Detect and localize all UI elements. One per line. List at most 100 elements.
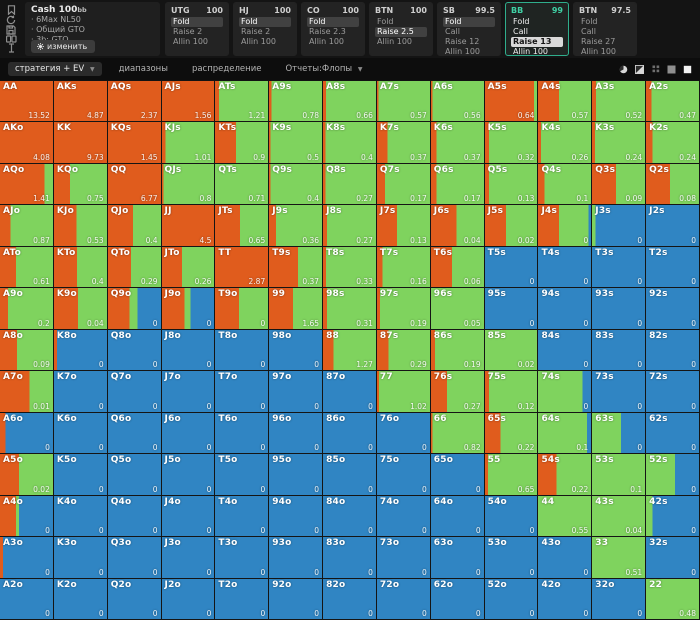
grid-cell-T9o[interactable]: T9o 0 [215, 288, 270, 330]
action-fold[interactable]: Fold [443, 17, 495, 27]
grid-cell-99[interactable]: 99 1.65 [269, 288, 324, 330]
grid-cell-Q8o[interactable]: Q8o 0 [107, 329, 162, 372]
position-panel-co-100[interactable]: CO 100 Fold Raise 2.3 Allin 100 [301, 2, 365, 56]
grid-cell-AKo[interactable]: AKo 4.08 [0, 122, 54, 164]
diagonal-square-icon[interactable] [635, 64, 644, 74]
grid-cell-Q9o[interactable]: Q9o 0 [107, 288, 162, 330]
grid-cell-Q6s[interactable]: Q6s 0.17 [430, 163, 485, 206]
grid-cell-55[interactable]: 55 0.65 [484, 454, 539, 496]
grid-cell-ATs[interactable]: ATs 1.21 [215, 81, 270, 123]
grid-cell-K2o[interactable]: K2o 0 [53, 578, 108, 620]
grid-cell-A2o[interactable]: A2o 0 [0, 578, 54, 620]
grid-cell-87o[interactable]: 87o 0 [323, 371, 377, 413]
grid-cell-T5o[interactable]: T5o 0 [215, 454, 270, 496]
grid-cell-KQs[interactable]: KQs 1.45 [107, 122, 162, 164]
grid-cell-T2s[interactable]: T2s 0 [646, 246, 700, 289]
grid-cell-Q5o[interactable]: Q5o 0 [107, 454, 162, 496]
grid-cell-T9s[interactable]: T9s 0.37 [269, 246, 324, 289]
pie-icon[interactable] [619, 65, 628, 74]
grid-cell-T7s[interactable]: T7s 0.16 [376, 246, 431, 289]
action-raise-2[interactable]: Raise 2 [241, 27, 271, 36]
grid-cell-QQ[interactable]: QQ 6.77 [107, 163, 162, 206]
grid-cell-97o[interactable]: 97o 0 [269, 371, 324, 413]
tab-отчеты-флопы[interactable]: Отчеты:Флопы ▼ [285, 64, 363, 74]
grid-cell-J8s[interactable]: J8s 0.27 [323, 205, 377, 247]
grid-cell-63s[interactable]: 63s 0 [592, 412, 647, 455]
grid-cell-QJs[interactable]: QJs 0.8 [161, 163, 216, 206]
grid-cell-88[interactable]: 88 1.27 [323, 329, 377, 372]
grid-cell-Q6o[interactable]: Q6o 0 [107, 412, 162, 455]
grid-cell-65s[interactable]: 65s 0.22 [484, 412, 539, 455]
grid-cell-A4s[interactable]: A4s 0.57 [538, 81, 593, 123]
grid-cell-Q3o[interactable]: Q3o 0 [107, 537, 162, 579]
grid-cell-43o[interactable]: 43o 0 [538, 537, 593, 579]
grid-cell-K2s[interactable]: K2s 0.24 [646, 122, 700, 164]
grid-cell-T8s[interactable]: T8s 0.33 [323, 246, 377, 289]
grid-cell-J4o[interactable]: J4o 0 [161, 495, 216, 538]
grid-cell-62o[interactable]: 62o 0 [430, 578, 485, 620]
grid-cell-97s[interactable]: 97s 0.19 [376, 288, 431, 330]
text-cursor-icon[interactable] [6, 43, 17, 53]
action-call[interactable]: Call [513, 27, 528, 36]
grid-cell-53o[interactable]: 53o 0 [484, 537, 539, 579]
position-panel-utg-100[interactable]: UTG 100 Fold Raise 2 Allin 100 [165, 2, 229, 56]
grid-cell-76o[interactable]: 76o 0 [376, 412, 431, 455]
grid-cell-43s[interactable]: 43s 0.04 [592, 495, 647, 538]
grid-cell-Q2o[interactable]: Q2o 0 [107, 578, 162, 620]
grid-cell-85s[interactable]: 85s 0.02 [484, 329, 539, 372]
grid-cell-66[interactable]: 66 0.82 [430, 412, 485, 455]
grid-cell-T4s[interactable]: T4s 0 [538, 246, 593, 289]
action-allin-100[interactable]: Allin 100 [513, 47, 549, 56]
grid-cell-AQo[interactable]: AQo 1.41 [0, 163, 54, 206]
grid-cell-T7o[interactable]: T7o 0 [215, 371, 270, 413]
grid-cell-82s[interactable]: 82s 0 [646, 329, 700, 372]
action-raise-2-3[interactable]: Raise 2.3 [309, 27, 346, 36]
grid-cell-86s[interactable]: 86s 0.19 [430, 329, 485, 372]
outline-square-icon[interactable] [683, 65, 692, 74]
bookmark-icon[interactable] [6, 5, 17, 15]
grid-cell-T2o[interactable]: T2o 0 [215, 578, 270, 620]
grid-cell-J5o[interactable]: J5o 0 [161, 454, 216, 496]
tab-стратегия-ev[interactable]: стратегия + EV ▼ [8, 62, 102, 76]
grid-cell-33[interactable]: 33 0.51 [592, 537, 647, 579]
grid-cell-64s[interactable]: 64s 0.1 [538, 412, 593, 455]
grid-cell-96o[interactable]: 96o 0 [269, 412, 324, 455]
grid-cell-A9o[interactable]: A9o 0.2 [0, 288, 54, 330]
grid-cell-AKs[interactable]: AKs 4.87 [53, 81, 108, 123]
grid-cell-J5s[interactable]: J5s 0.02 [484, 205, 539, 247]
action-allin-100[interactable]: Allin 100 [377, 37, 413, 46]
grid-cell-J4s[interactable]: J4s 0 [538, 205, 593, 247]
grid-cell-92s[interactable]: 92s 0 [646, 288, 700, 330]
grid-cell-K3o[interactable]: K3o 0 [53, 537, 108, 579]
grid-cell-85o[interactable]: 85o 0 [323, 454, 377, 496]
grid-cell-JJ[interactable]: JJ 4.5 [161, 205, 216, 247]
grid-cell-83o[interactable]: 83o 0 [323, 537, 377, 579]
position-panel-bb-99[interactable]: BB 99 Fold Call Raise 13 Allin 100 [505, 2, 569, 56]
grid-cell-84s[interactable]: 84s 0 [538, 329, 593, 372]
grid-cell-83s[interactable]: 83s 0 [592, 329, 647, 372]
grid-cell-J2o[interactable]: J2o 0 [161, 578, 216, 620]
grid-cell-A8s[interactable]: A8s 0.66 [323, 81, 377, 123]
grid-cell-T3o[interactable]: T3o 0 [215, 537, 270, 579]
grid-cell-95s[interactable]: 95s 0 [484, 288, 539, 330]
grid-cell-53s[interactable]: 53s 0.1 [592, 454, 647, 496]
grid-cell-A2s[interactable]: A2s 0.47 [646, 81, 700, 123]
grid-cell-44[interactable]: 44 0.55 [538, 495, 593, 538]
grid-cell-K4s[interactable]: K4s 0.26 [538, 122, 593, 164]
grid-cell-J3o[interactable]: J3o 0 [161, 537, 216, 579]
grid-cell-T4o[interactable]: T4o 0 [215, 495, 270, 538]
grid-cell-K5o[interactable]: K5o 0 [53, 454, 108, 496]
dots-grid-icon[interactable] [651, 65, 660, 74]
grid-cell-98o[interactable]: 98o 0 [269, 329, 324, 372]
grid-cell-A7o[interactable]: A7o 0.01 [0, 371, 54, 413]
grid-cell-86o[interactable]: 86o 0 [323, 412, 377, 455]
filled-square-icon[interactable] [667, 65, 676, 74]
grid-cell-J8o[interactable]: J8o 0 [161, 329, 216, 372]
grid-cell-KTo[interactable]: KTo 0.4 [53, 246, 108, 289]
action-fold[interactable]: Fold [307, 17, 359, 27]
grid-cell-73s[interactable]: 73s 0 [592, 371, 647, 413]
action-fold[interactable]: Fold [581, 17, 598, 26]
grid-cell-84o[interactable]: 84o 0 [323, 495, 377, 538]
grid-cell-K5s[interactable]: K5s 0.32 [484, 122, 539, 164]
grid-cell-K4o[interactable]: K4o 0 [53, 495, 108, 538]
